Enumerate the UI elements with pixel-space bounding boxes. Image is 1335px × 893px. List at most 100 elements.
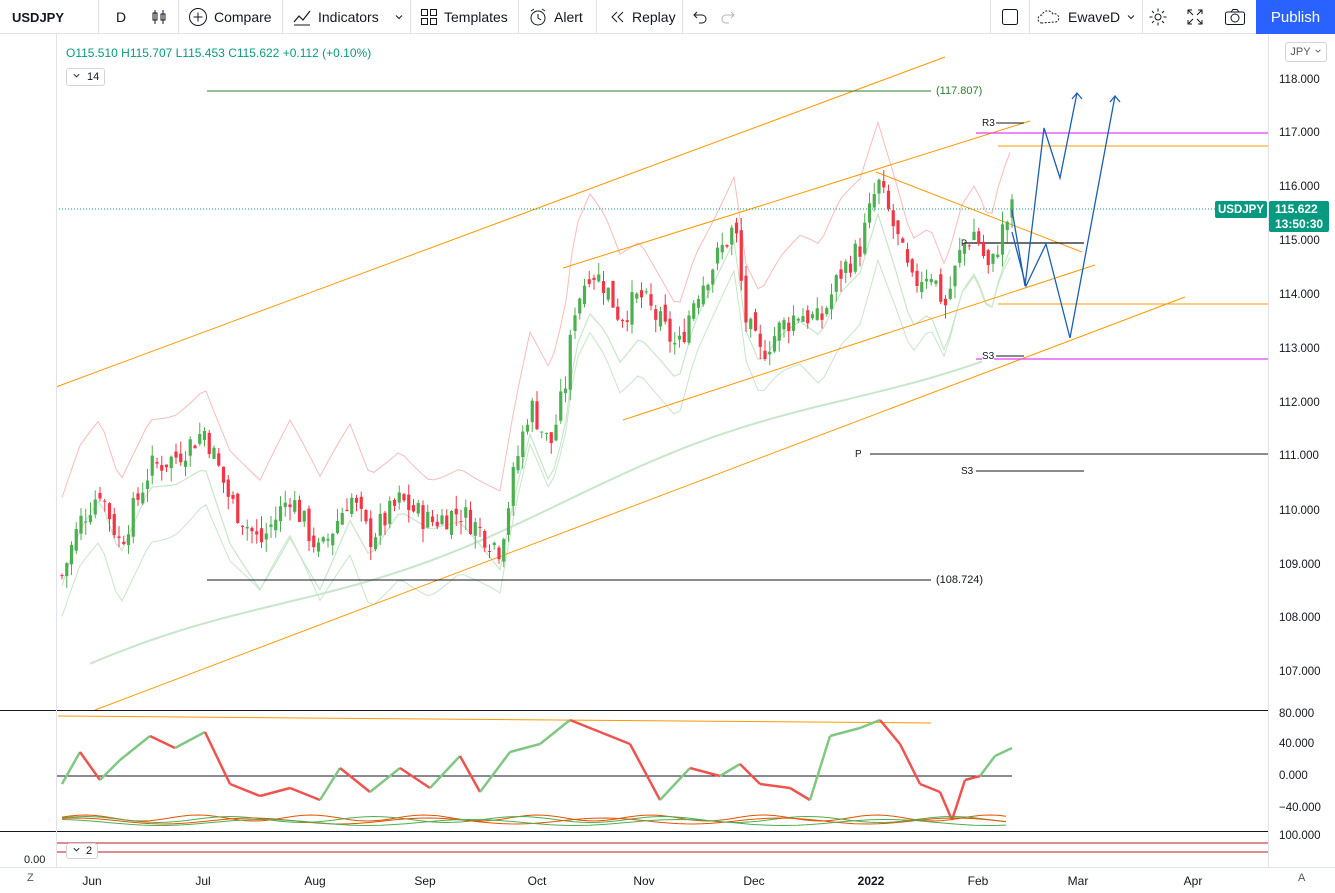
camera-icon xyxy=(1224,8,1246,26)
candle-body xyxy=(910,259,914,273)
oscillator-segment xyxy=(60,751,82,785)
candle-body xyxy=(649,294,653,306)
oscillator-segment xyxy=(938,791,954,821)
pane3-axis-label: 100.000 xyxy=(1279,830,1321,842)
replay-button[interactable]: Replay xyxy=(608,0,676,34)
candle-body xyxy=(212,447,216,459)
candle-body xyxy=(278,506,283,522)
layout-menu-button[interactable]: EwaveD xyxy=(1036,0,1136,34)
pivot-upper-label: P xyxy=(961,238,968,248)
oscillator-segment xyxy=(599,730,631,746)
candle-body xyxy=(901,238,905,243)
candle-body xyxy=(730,227,734,245)
candle-body xyxy=(388,500,392,524)
candle-body xyxy=(487,550,492,552)
candle-body xyxy=(454,508,458,515)
pane3-collapse-button[interactable]: 2 xyxy=(66,843,99,859)
time-axis[interactable]: Jun Jul Aug Sep Oct Nov Dec 2022 Feb Mar Apr xyxy=(0,867,1335,893)
price-candles xyxy=(60,169,1014,588)
candle-body xyxy=(74,528,78,551)
candle-body xyxy=(93,499,97,515)
channel-line xyxy=(55,56,946,388)
candle-body xyxy=(943,298,948,306)
candle-body xyxy=(658,311,663,327)
indicators-button[interactable]: Indicators xyxy=(292,0,379,34)
compare-button[interactable]: Compare xyxy=(188,0,272,34)
candle-body xyxy=(483,530,487,548)
fullscreen-button[interactable] xyxy=(1186,0,1204,34)
candle-body xyxy=(630,292,634,325)
legend-change: +0.112 (+0.10%) xyxy=(282,46,372,60)
oscillator-tick-label: −40.000 xyxy=(1279,802,1321,814)
candle-body xyxy=(307,508,311,542)
candle-body xyxy=(673,342,677,345)
indicators-dropdown[interactable] xyxy=(394,0,404,34)
candle-body xyxy=(516,456,520,471)
candle-body xyxy=(853,243,857,272)
candle-body xyxy=(174,451,178,458)
pane-separator[interactable] xyxy=(0,831,1268,832)
candle-body xyxy=(383,512,387,526)
candle-body xyxy=(302,510,306,522)
oscillator-segment xyxy=(399,766,431,790)
indicators-collapse-button[interactable]: 14 xyxy=(66,68,106,86)
pane-separator[interactable] xyxy=(0,710,1268,711)
candle-body xyxy=(953,265,957,287)
high-level-label: (117.807) xyxy=(936,85,983,97)
replay-label: Replay xyxy=(632,9,676,25)
alert-button[interactable]: Alert xyxy=(528,0,583,34)
candle-body xyxy=(240,525,245,527)
candle-body xyxy=(644,291,648,293)
candle-body xyxy=(331,533,335,546)
fullscreen-layout-button[interactable] xyxy=(1000,0,1020,34)
auto-scale-button[interactable]: A xyxy=(1298,872,1306,884)
candle-body xyxy=(440,515,444,525)
candle-body xyxy=(345,509,349,512)
interval-button[interactable]: D xyxy=(116,0,126,34)
candle-body xyxy=(597,274,601,282)
currency-select[interactable]: JPY xyxy=(1285,42,1327,62)
candle-body xyxy=(929,278,933,283)
candle-body xyxy=(530,400,534,423)
candle-body xyxy=(183,460,188,467)
undo-button[interactable] xyxy=(692,0,708,34)
candle-body xyxy=(1005,221,1009,231)
candle-body xyxy=(616,306,620,320)
bar-countdown: 13:50:30 xyxy=(1275,217,1324,231)
publish-button[interactable]: Publish xyxy=(1256,0,1335,34)
indicators-icon xyxy=(292,7,312,27)
chart-canvas[interactable] xyxy=(0,34,1268,867)
candle-body xyxy=(340,512,344,525)
candle-body xyxy=(701,285,705,305)
chart-type-button[interactable] xyxy=(150,0,168,34)
oscillator-segment xyxy=(174,730,206,750)
candle-body xyxy=(131,497,135,537)
candle-body xyxy=(369,518,373,548)
oscillator-segment xyxy=(318,767,342,801)
price-tick-label: 113.000 xyxy=(1279,343,1320,355)
candle-body xyxy=(715,247,720,264)
snapshot-button[interactable] xyxy=(1224,0,1246,34)
settings-button[interactable] xyxy=(1148,0,1168,34)
low-level-label: (108.724) xyxy=(936,574,984,586)
candle-body xyxy=(478,526,482,528)
templates-button[interactable]: Templates xyxy=(420,0,508,34)
symbol-search[interactable]: USDJPY xyxy=(12,0,64,34)
forecast-arrow-icon xyxy=(1109,94,1121,103)
redo-icon xyxy=(720,9,736,25)
publish-label: Publish xyxy=(1270,8,1321,26)
candle-body xyxy=(193,445,197,449)
candle-body xyxy=(430,516,435,523)
candle-body xyxy=(787,322,791,332)
channel-line xyxy=(562,120,1031,269)
oscillator-segment xyxy=(879,719,901,745)
candle-body xyxy=(663,304,667,322)
r3-label: R3 xyxy=(982,118,995,130)
price-axis[interactable]: JPY 118.000 117.000 116.000 115.000 114.000 1… xyxy=(1268,34,1335,867)
oscillator-segment xyxy=(950,779,967,821)
zoom-reset-button[interactable]: Z xyxy=(27,872,34,884)
price-tick-label: 109.000 xyxy=(1279,559,1321,571)
redo-button[interactable] xyxy=(720,0,736,34)
candle-body xyxy=(136,493,140,500)
candle-body xyxy=(844,261,848,273)
